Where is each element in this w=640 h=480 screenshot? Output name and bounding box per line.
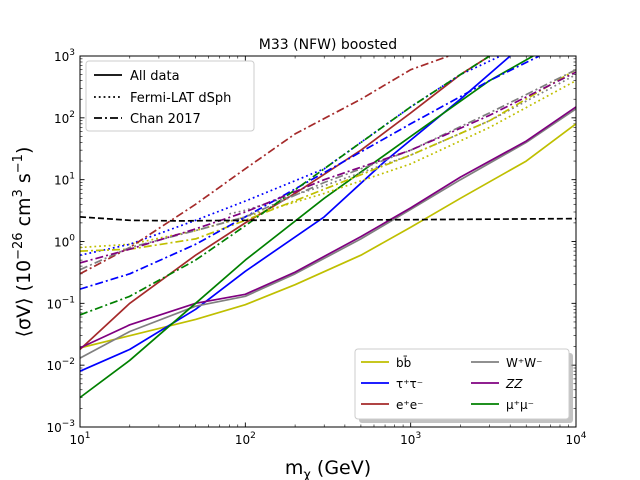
y-tick-label-base: 10 [46, 359, 61, 373]
series-tau-dashdot [80, 56, 540, 290]
y-axis-label-mid: cm [13, 197, 35, 232]
x-tick-label: 101 [69, 431, 90, 447]
legend-ee-label: e⁺e⁻ [396, 398, 423, 412]
x-tick-label: 103 [400, 431, 421, 447]
legend-dashdot-label: Chan 2017 [130, 112, 201, 127]
y-axis-label: ⟨σV⟩ (10−26 cm3 s−1) [11, 147, 35, 338]
series-mumu-solid [80, 56, 534, 399]
y-tick-label-base: 10 [46, 421, 61, 435]
legend-tau-label: τ⁺τ⁻ [396, 377, 423, 391]
thermal-relic-line [80, 216, 576, 222]
legend-bb-label: bb̄ [396, 356, 411, 370]
y-tick-label: 102 [54, 110, 75, 126]
y-tick-label-base: 10 [54, 174, 69, 188]
y-tick-label: 103 [54, 48, 75, 64]
x-tick-label: 102 [235, 431, 256, 447]
y-tick-label-exp: 3 [69, 48, 75, 58]
x-tick-label-base: 10 [69, 433, 84, 447]
y-tick-label: 10−3 [46, 419, 75, 435]
y-tick-label: 10−2 [46, 357, 75, 373]
linestyle-legend: All data Fermi-LAT dSph Chan 2017 [85, 60, 255, 132]
x-tick-label-exp: 4 [581, 431, 587, 441]
legend-solid-label: All data [130, 69, 180, 84]
x-axis-label: mχ (GeV) [285, 457, 371, 480]
series-tau-dotted [80, 56, 501, 257]
y-axis-label-exp2: 3 [11, 189, 26, 197]
y-tick-label-exp: 1 [69, 172, 75, 182]
y-tick-label: 10−1 [46, 295, 75, 311]
x-tick-label-exp: 2 [250, 431, 256, 441]
series-zz-solid [80, 106, 576, 349]
x-tick-label-base: 10 [565, 433, 580, 447]
legend-zz-label: ZZ [505, 377, 523, 391]
y-tick-label-base: 10 [54, 50, 69, 64]
y-axis-label-mid2: s [13, 173, 35, 189]
legend-mumu-label: μ⁺μ⁻ [506, 398, 534, 412]
series-ee-dashdot [80, 56, 450, 275]
legend-dotted-label: Fermi-LAT dSph [130, 91, 231, 106]
y-tick-label-exp: 2 [69, 110, 75, 120]
x-tick-label-exp: 3 [415, 431, 421, 441]
channel-legend-box [354, 348, 570, 420]
y-tick-label-base: 10 [54, 112, 69, 126]
series-ww-dashdot [80, 68, 576, 271]
y-tick-label: 101 [54, 172, 75, 188]
y-tick-label-exp: −3 [62, 419, 75, 429]
channel-legend: bb̄ τ⁺τ⁻ e⁺e⁻ W⁺W⁻ ZZ μ⁺μ⁻ [354, 348, 573, 423]
y-tick-label-base: 10 [46, 297, 61, 311]
series-lines [80, 56, 576, 399]
y-tick-label-exp: −2 [62, 357, 75, 367]
legend-ww-label: W⁺W⁻ [506, 356, 542, 370]
series-zz-dashdot [80, 71, 576, 264]
linestyle-legend-box [85, 60, 255, 132]
y-axis-label-main: ⟨σV⟩ (10 [13, 260, 35, 338]
series-ww-solid [80, 108, 576, 359]
y-tick-label-exp: −1 [62, 295, 75, 305]
x-axis-label-unit: (GeV) [311, 457, 371, 479]
x-axis-label-sub: χ [303, 468, 311, 480]
plot-frame [79, 55, 577, 428]
series-mumu-dashdot [80, 56, 491, 316]
y-axis-label-exp3: −1 [11, 154, 26, 173]
x-axis-label-main: m [285, 457, 304, 479]
chart-title: M33 (NFW) boosted [259, 37, 397, 53]
y-tick-label: 100 [54, 234, 75, 250]
x-tick-label-base: 10 [235, 433, 250, 447]
y-axis-label-end: ) [13, 147, 35, 154]
x-tick-label-base: 10 [400, 433, 415, 447]
series-bb-dashdot [80, 68, 576, 252]
series-bb-solid [80, 123, 576, 349]
x-tick-label: 104 [565, 431, 586, 447]
y-axis-label-exp1: −26 [11, 232, 26, 259]
y-tick-label-exp: 0 [69, 234, 75, 244]
y-tick-label-base: 10 [54, 236, 69, 250]
x-tick-label-exp: 1 [85, 431, 91, 441]
series-ee-solid [80, 56, 491, 351]
